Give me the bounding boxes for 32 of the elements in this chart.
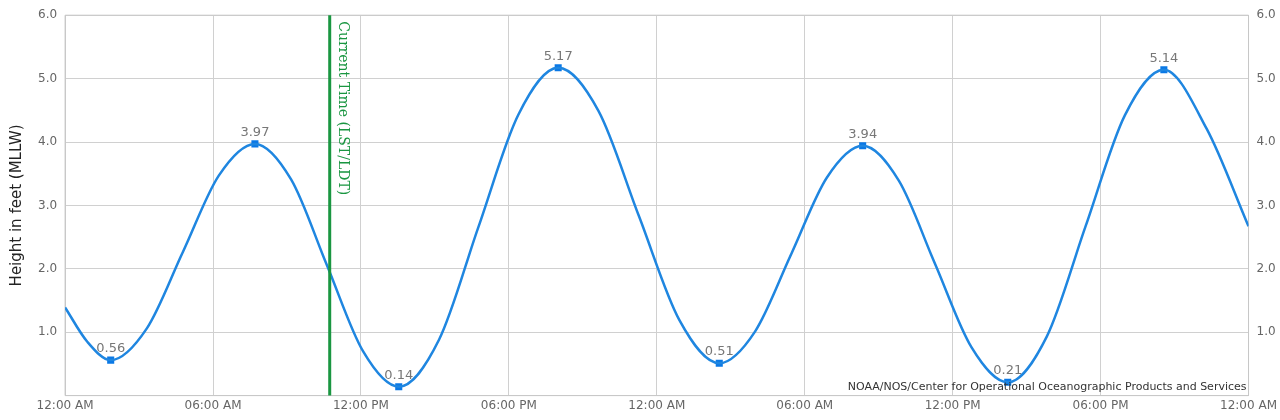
y-tick-label: 1.0 [37,324,58,339]
ref-line-label: Current Time (LST/LDT) [336,21,353,196]
x-tick-label: 12:00 AM [1220,397,1277,412]
x-tick-label: 12:00 AM [628,397,686,412]
data-label: 3.94 [848,125,878,141]
data-label: 0.14 [384,366,414,382]
y-tick-label: 5.0 [37,70,58,85]
x-tick-label: 06:00 PM [480,397,537,412]
y-tick-label: 6.0 [37,7,58,22]
y-tick-label: 2.0 [37,260,58,275]
data-label: 5.14 [1149,49,1179,65]
y2-tick-label: 4.0 [1256,134,1276,149]
y2-tick-label: 6.0 [1256,7,1276,22]
y2-tick-label: 5.0 [1256,70,1276,85]
y-axis-title: Height in feet (MLLW) [6,124,25,287]
y2-tick-label: 3.0 [1256,197,1276,212]
x-tick-label: 06:00 PM [1072,397,1129,412]
data-label: 0.51 [704,343,734,359]
x-tick-label: 06:00 AM [776,397,834,412]
annotation: NOAA/NOS/Center for Operational Oceanographic Products and Services [847,379,1247,393]
data-label: 3.97 [240,123,270,139]
y-tick-label: 4.0 [37,134,58,149]
data-label: 5.17 [543,47,573,63]
x-tick-label: 12:00 PM [924,397,981,412]
data-label: 0.56 [96,339,126,355]
x-tick-label: 12:00 PM [332,397,389,412]
x-tick-label: 06:00 AM [184,397,242,412]
data-label: 0.21 [993,362,1023,378]
x-tick-label: 12:00 AM [36,397,94,412]
y-tick-label: 3.0 [37,197,58,212]
y2-tick-label: 1.0 [1256,324,1276,339]
y2-tick-label: 2.0 [1256,260,1276,275]
